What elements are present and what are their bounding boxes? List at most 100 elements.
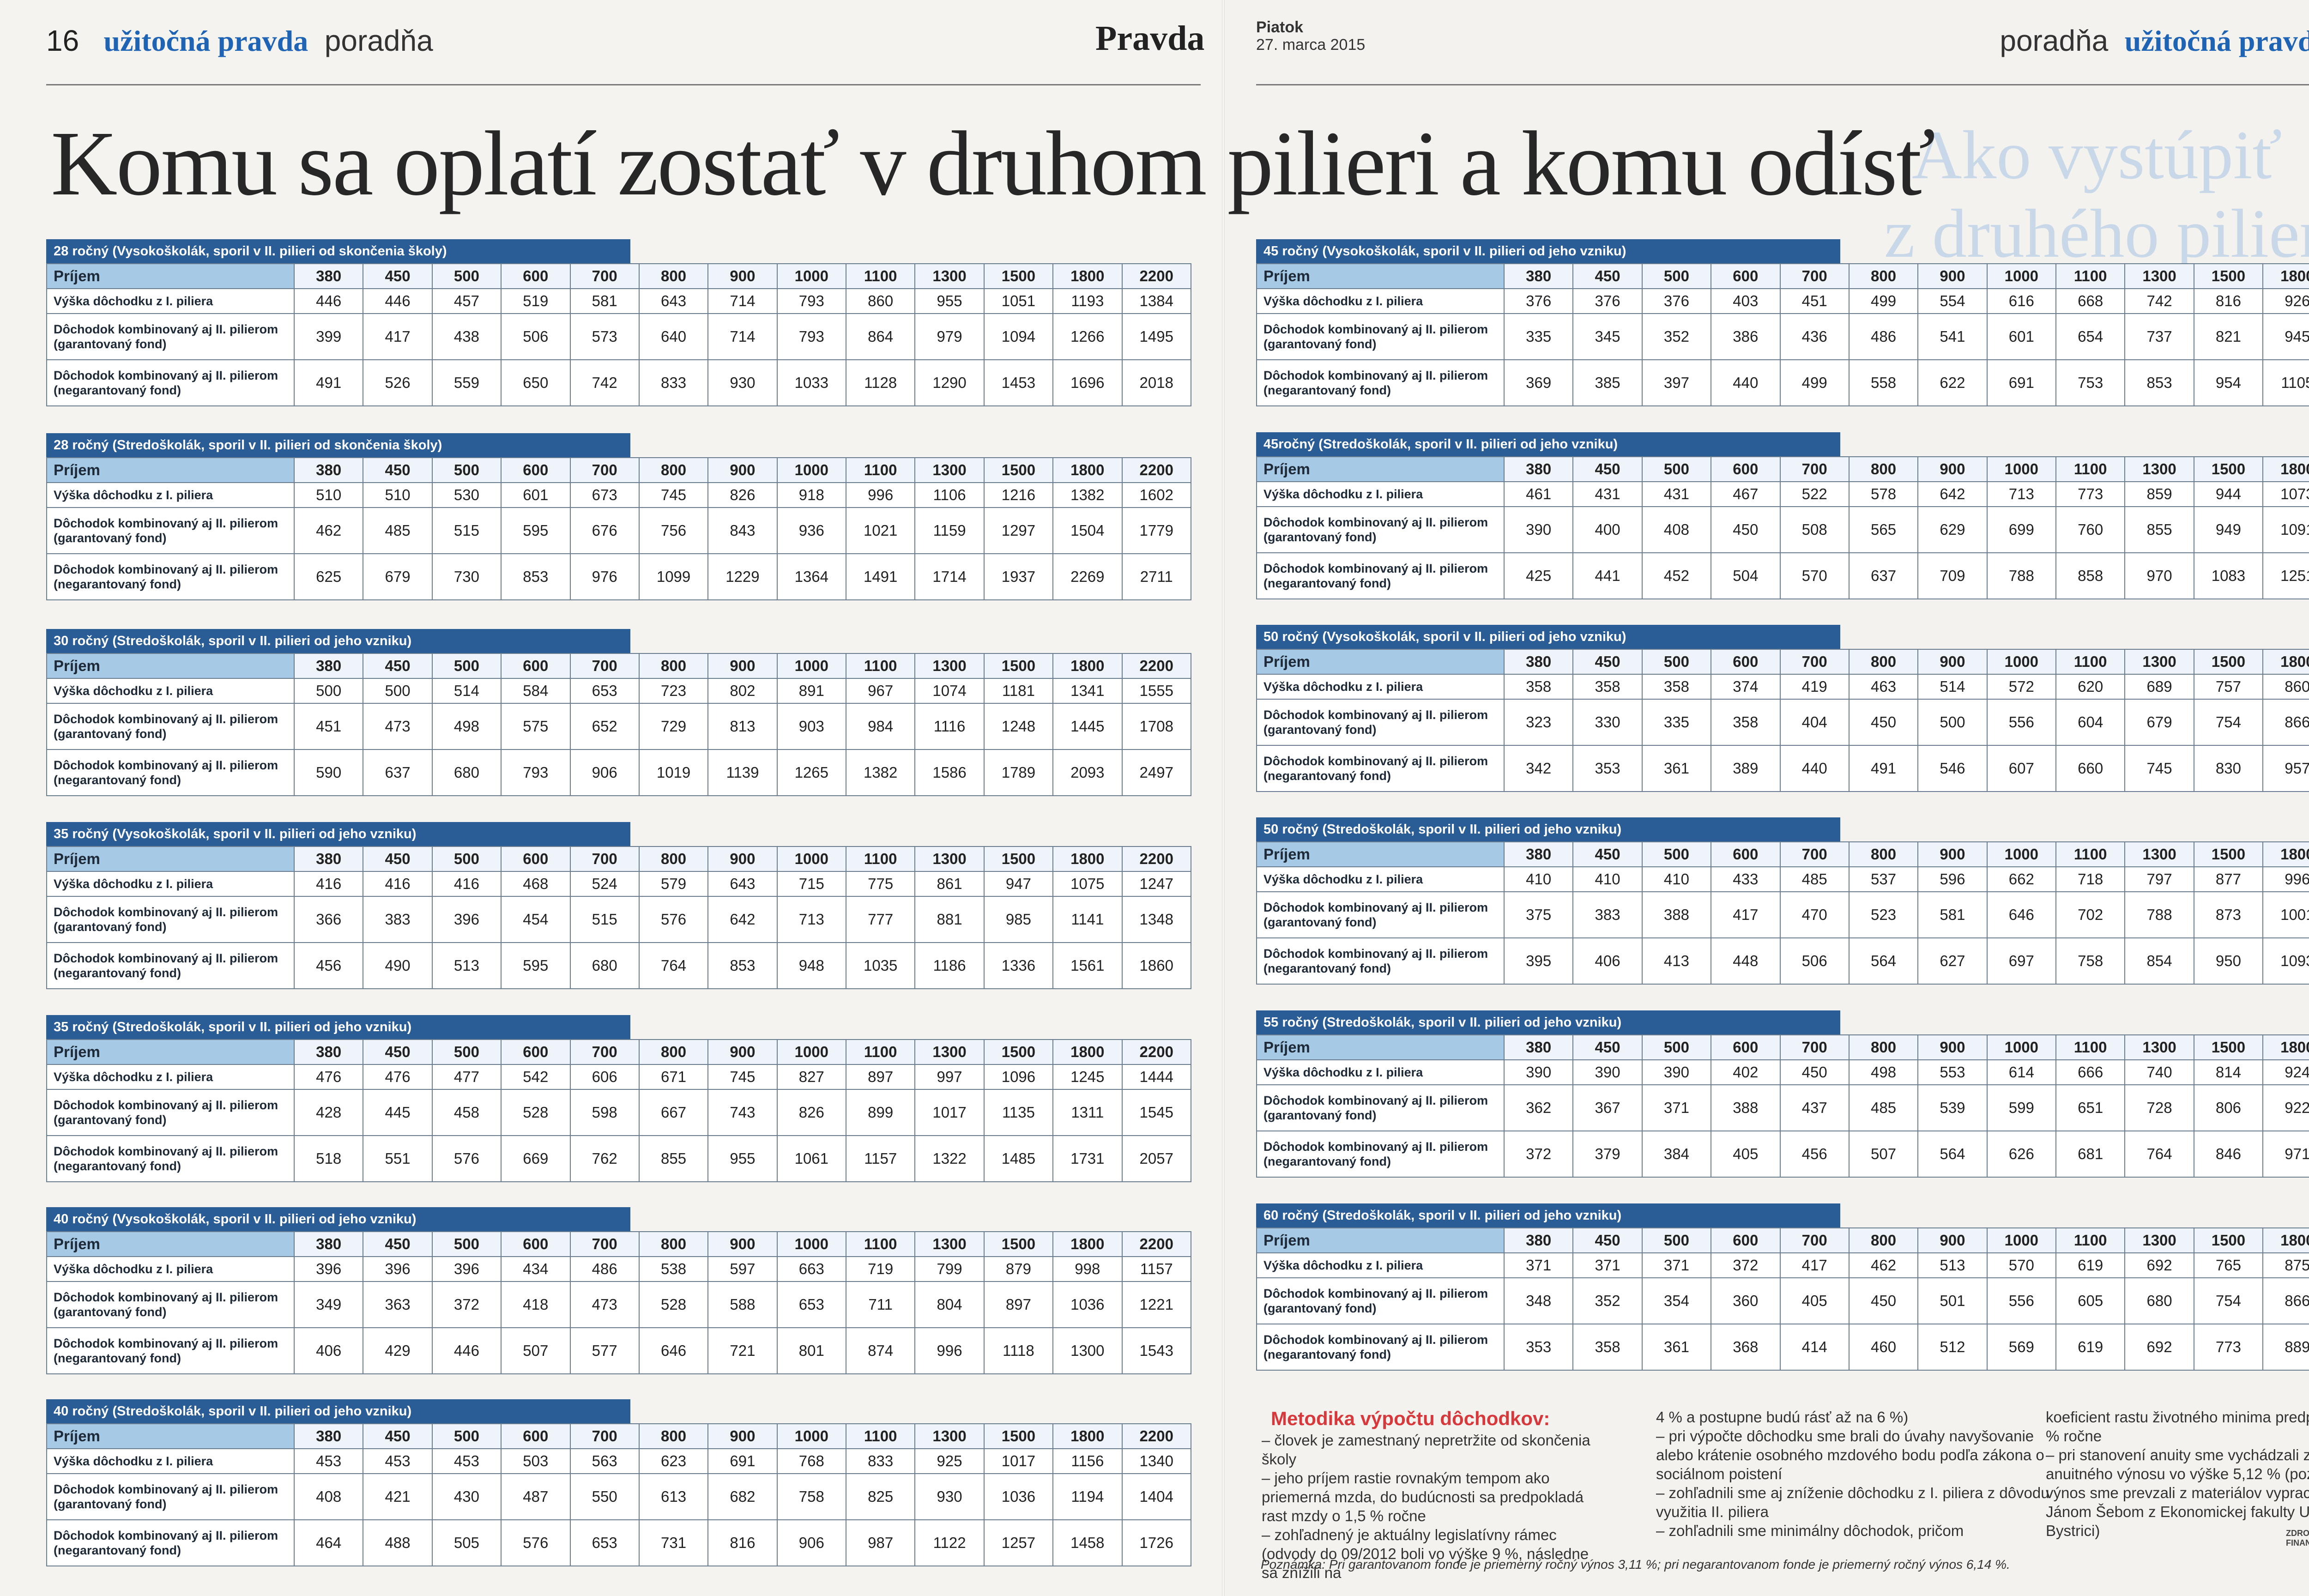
pension-value-cell: 452 xyxy=(1641,552,1712,599)
row-label: Dôchodok kombinovaný aj II. pilierom (ga… xyxy=(46,1473,295,1520)
income-header-cell: 1500 xyxy=(983,653,1054,679)
pension-value-cell: 554 xyxy=(1917,288,1988,314)
table-row: Dôchodok kombinovaný aj II. pilierom (ga… xyxy=(46,1281,1191,1328)
pension-value-cell: 2018 xyxy=(1121,359,1191,406)
right-page-header: poradňa užitočná pravda 17 xyxy=(2000,22,2309,60)
table-row: Dôchodok kombinovaný aj II. pilierom (ga… xyxy=(1256,313,2309,360)
pension-value-cell: 399 xyxy=(293,313,364,360)
table-row: Výška dôchodku z I. piliera 453 453 453 503 5… xyxy=(46,1448,1191,1474)
pension-value-cell: 757 xyxy=(2193,674,2264,700)
row-label: Príjem xyxy=(1256,456,1505,482)
pension-value-cell: 1382 xyxy=(1052,482,1123,508)
pension-value-cell: 595 xyxy=(501,507,571,554)
pension-value-cell: 1458 xyxy=(1052,1519,1123,1566)
pension-value-cell: 369 xyxy=(1503,359,1574,406)
pension-value-cell: 578 xyxy=(1848,481,1919,507)
income-header-cell: 1100 xyxy=(845,1231,916,1257)
row-label: Výška dôchodku z I. piliera xyxy=(1256,481,1505,507)
pension-value-cell: 446 xyxy=(431,1327,502,1374)
pension-value-cell: 461 xyxy=(1503,481,1574,507)
row-label: Dôchodok kombinovaný aj II. pilierom (ne… xyxy=(1256,1324,1505,1371)
pension-value-cell: 643 xyxy=(638,288,709,314)
income-header-cell: 800 xyxy=(638,1231,709,1257)
issue-date: 27. marca 2015 xyxy=(1256,36,1366,54)
pension-table: 40 ročný (Stredoškolák, sporil v II. pil… xyxy=(46,1399,1191,1566)
pension-value-cell: 1731 xyxy=(1052,1135,1123,1182)
income-header-cell: 1500 xyxy=(2193,1034,2264,1060)
pension-value-cell: 1348 xyxy=(1121,896,1191,943)
income-header-cell: 600 xyxy=(1711,263,1781,289)
income-header-cell: 1000 xyxy=(1986,456,2057,482)
income-header-cell: 1300 xyxy=(2124,1227,2194,1253)
pension-value-cell: 1193 xyxy=(1052,288,1123,314)
pension-value-cell: 542 xyxy=(501,1064,571,1090)
source-credit: ZDROJ: FINANCNYKOMPAS.SK xyxy=(2286,1529,2309,1548)
pension-value-cell: 408 xyxy=(293,1473,364,1520)
pension-value-cell: 679 xyxy=(363,553,433,600)
footnote: Poznámka: Pri garantovanom fonde je prie… xyxy=(1261,1557,2010,1572)
income-header-cell: 1300 xyxy=(2124,649,2194,675)
pension-value-cell: 1708 xyxy=(1121,703,1191,750)
pension-value-cell: 682 xyxy=(707,1473,778,1520)
pension-value-cell: 1229 xyxy=(707,553,778,600)
income-header-cell: 450 xyxy=(1572,456,1643,482)
pension-value-cell: 1021 xyxy=(845,507,916,554)
pension-value-cell: 416 xyxy=(293,871,364,897)
pension-table: 45 ročný (Vysokoškolák, sporil v II. pil… xyxy=(1256,239,2309,406)
table-row: Príjem 380 450 500 600 700 800 900 1000 1100 1300 1… xyxy=(1256,841,2309,867)
income-header-cell: 2200 xyxy=(1121,653,1191,679)
pension-value-cell: 826 xyxy=(707,482,778,508)
pension-value-cell: 619 xyxy=(2055,1252,2126,1278)
pension-value-cell: 396 xyxy=(431,896,502,943)
page-fold xyxy=(1222,0,1225,1596)
pension-value-cell: 419 xyxy=(1779,674,1850,700)
pension-value-cell: 804 xyxy=(914,1281,985,1328)
income-header-cell: 500 xyxy=(1641,1034,1712,1060)
pension-value-cell: 498 xyxy=(431,703,502,750)
income-header-cell: 500 xyxy=(431,1039,502,1065)
pension-value-cell: 949 xyxy=(2193,506,2264,553)
pension-value-cell: 1083 xyxy=(2193,552,2264,599)
income-header-cell: 2200 xyxy=(1121,846,1191,872)
income-header-cell: 1500 xyxy=(2193,649,2264,675)
row-label: Dôchodok kombinovaný aj II. pilierom (ga… xyxy=(1256,699,1505,746)
pension-value-cell: 1118 xyxy=(983,1327,1054,1374)
income-header-cell: 1300 xyxy=(2124,456,2194,482)
pension-value-cell: 948 xyxy=(776,942,847,989)
pension-value-cell: 642 xyxy=(1917,481,1988,507)
pension-value-cell: 1094 xyxy=(983,313,1054,360)
pension-value-cell: 384 xyxy=(1641,1130,1712,1178)
pension-value-cell: 1266 xyxy=(1052,313,1123,360)
row-label: Dôchodok kombinovaný aj II. pilierom (ne… xyxy=(46,1519,295,1566)
row-label: Dôchodok kombinovaný aj II. pilierom (ne… xyxy=(1256,745,1505,792)
pension-value-cell: 323 xyxy=(1503,699,1574,746)
pension-value-cell: 453 xyxy=(363,1448,433,1474)
pension-value-cell: 431 xyxy=(1572,481,1643,507)
pension-value-cell: 970 xyxy=(2124,552,2194,599)
income-header-cell: 700 xyxy=(1779,841,1850,867)
income-header-cell: 1500 xyxy=(983,1231,1054,1257)
pension-value-cell: 671 xyxy=(638,1064,709,1090)
income-header-cell: 1500 xyxy=(2193,841,2264,867)
pension-value-cell: 945 xyxy=(2262,313,2309,360)
pension-value-cell: 742 xyxy=(2124,288,2194,314)
pension-value-cell: 383 xyxy=(363,896,433,943)
methodology-text: 4 % a postupne budú rásť až na 6 %) – pr… xyxy=(1656,1409,2049,1539)
pension-value-cell: 1555 xyxy=(1121,678,1191,704)
pension-value-cell: 388 xyxy=(1641,891,1712,938)
table-row: Príjem 380 450 500 600 700 800 900 1000 1100 1300 1… xyxy=(1256,456,2309,482)
pension-value-cell: 825 xyxy=(845,1473,916,1520)
pension-value-cell: 756 xyxy=(638,507,709,554)
row-label: Dôchodok kombinovaný aj II. pilierom (ga… xyxy=(46,703,295,750)
pension-value-cell: 620 xyxy=(2055,674,2126,700)
table-row: Výška dôchodku z I. piliera 500 500 514 584 6… xyxy=(46,678,1191,704)
pension-value-cell: 681 xyxy=(2055,1130,2126,1178)
row-label: Výška dôchodku z I. piliera xyxy=(1256,674,1505,700)
pension-value-cell: 1019 xyxy=(638,749,709,796)
header-rule xyxy=(46,84,1201,85)
pension-value-cell: 903 xyxy=(776,703,847,750)
pension-value-cell: 745 xyxy=(707,1064,778,1090)
income-header-cell: 1500 xyxy=(983,263,1054,289)
pension-value-cell: 456 xyxy=(1779,1130,1850,1178)
table-row: Dôchodok kombinovaný aj II. pilierom (ne… xyxy=(1256,359,2309,406)
